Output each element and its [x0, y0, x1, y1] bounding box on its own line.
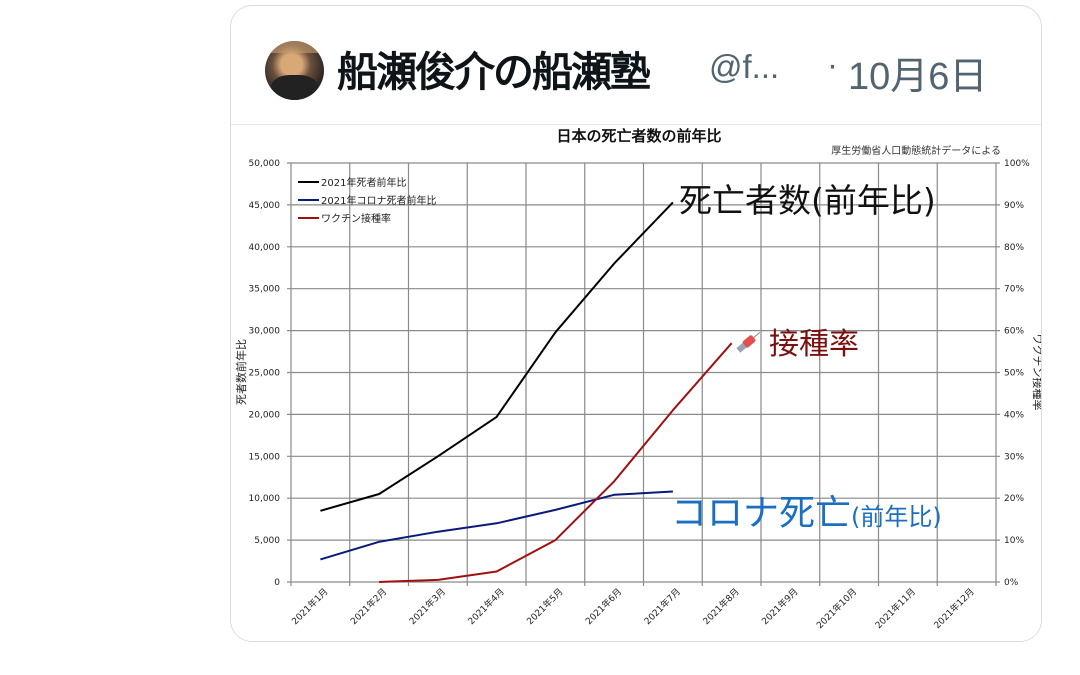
tweet-date[interactable]: 10月6日 — [848, 56, 988, 98]
right-tick-label: 40% — [1004, 410, 1024, 420]
x-tick-label: 2021年6月 — [583, 586, 624, 627]
left-tick-label: 40,000 — [249, 243, 281, 253]
author-handle[interactable]: @f... — [709, 48, 780, 85]
right-tick-label: 100% — [1004, 159, 1030, 169]
series-line — [320, 201, 674, 512]
annotation-covid-deaths: コロナ死亡(前年比) — [671, 493, 942, 534]
x-tick-label: 2021年12月 — [931, 586, 977, 632]
series-line — [320, 490, 673, 561]
left-tick-label: 5,000 — [254, 536, 280, 546]
syringe-icon — [736, 332, 761, 353]
right-tick-label: 80% — [1004, 243, 1024, 253]
right-tick-label: 70% — [1004, 285, 1024, 295]
separator-dot: · — [827, 46, 838, 83]
left-tick-label: 0 — [274, 578, 280, 588]
x-tick-label: 2021年9月 — [759, 586, 800, 627]
left-tick-label: 15,000 — [249, 452, 281, 462]
x-tick-label: 2021年5月 — [524, 586, 565, 627]
series-line — [379, 342, 733, 583]
left-tick-label: 25,000 — [249, 369, 281, 379]
tweet-card[interactable]: 船瀬俊介の船瀬塾 @f... · 10月6日 日本の死亡者数の前年比 厚生労働省… — [230, 5, 1042, 642]
x-tick-label: 2021年4月 — [465, 586, 506, 627]
left-axis-label: 死者数前年比 — [234, 339, 248, 405]
right-tick-label: 20% — [1004, 494, 1024, 504]
right-tick-label: 90% — [1004, 201, 1024, 211]
x-tick-label: 2021年1月 — [289, 586, 330, 627]
left-tick-label: 10,000 — [249, 494, 281, 504]
right-axis-ticks: 100% 90% 80% 70% 60% 50% 40% 30% 20% 10% 0% — [1004, 159, 1030, 588]
annotation-deaths: 死亡者数(前年比) — [679, 181, 936, 220]
right-tick-label: 10% — [1004, 536, 1024, 546]
chart-title: 日本の死亡者数の前年比 — [556, 127, 721, 145]
right-tick-label: 0% — [1004, 578, 1019, 588]
author-name[interactable]: 船瀬俊介の船瀬塾 — [337, 48, 651, 96]
x-tick-label: 2021年3月 — [407, 586, 448, 627]
left-tick-label: 20,000 — [249, 410, 281, 420]
x-tick-label: 2021年10月 — [814, 586, 860, 632]
legend-entry: ワクチン接種率 — [321, 212, 391, 225]
tweet-header: 船瀬俊介の船瀬塾 @f... · 10月6日 — [231, 6, 1041, 124]
x-tick-label: 2021年8月 — [700, 586, 741, 627]
avatar[interactable] — [265, 41, 324, 100]
chart-series — [320, 201, 733, 583]
left-axis-ticks: 50,000 45,000 40,000 35,000 30,000 25,000 20,0… — [249, 159, 281, 588]
legend-entry: 2021年コロナ死者前年比 — [321, 194, 436, 207]
left-tick-label: 35,000 — [249, 285, 281, 295]
right-tick-label: 30% — [1004, 452, 1024, 462]
left-tick-label: 50,000 — [249, 159, 281, 169]
left-tick-label: 30,000 — [249, 327, 281, 337]
chart-image[interactable]: 日本の死亡者数の前年比 厚生労働省人口動態統計データによる 50,000 45,0… — [231, 124, 1042, 641]
line-chart: 日本の死亡者数の前年比 厚生労働省人口動態統計データによる 50,000 45,0… — [234, 127, 1042, 632]
left-tick-label: 45,000 — [249, 201, 281, 211]
chart-source-note: 厚生労働省人口動態統計データによる — [831, 144, 1001, 157]
x-tick-label: 2021年7月 — [642, 586, 683, 627]
right-tick-label: 60% — [1004, 327, 1024, 337]
right-tick-label: 50% — [1004, 369, 1024, 379]
x-axis-ticks: 2021年1月 2021年2月 2021年3月 2021年4月 2021年5月 2021年… — [289, 586, 977, 632]
annotation-vaccination: 接種率 — [769, 327, 859, 362]
legend-entry: 2021年死者前年比 — [321, 176, 406, 189]
x-tick-label: 2021年11月 — [872, 586, 918, 632]
x-tick-label: 2021年2月 — [348, 586, 389, 627]
right-axis-label: ワクチン接種率 — [1031, 334, 1042, 411]
